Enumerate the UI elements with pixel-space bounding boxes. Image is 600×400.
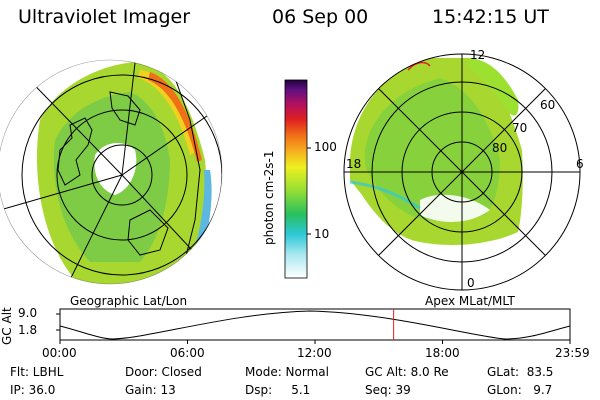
status-glat: GLat: 83.5 — [487, 365, 554, 379]
instrument-title: Ultraviolet Imager — [18, 6, 191, 28]
apex-caption: Apex MLat/MLT — [425, 294, 515, 308]
status-seq: Seq: 39 — [365, 383, 411, 397]
altitude-ytick-low: 1.8 — [18, 323, 38, 337]
status-gain: Gain: 13 — [125, 383, 176, 397]
xtick-0600: 06:00 — [170, 346, 205, 360]
status-gc-alt: GC Alt: 8.0 Re — [365, 365, 449, 379]
altitude-ytick-high: 9.0 — [18, 306, 38, 320]
altitude-plot-frame — [59, 308, 571, 341]
apex-polar-plot — [343, 53, 581, 291]
mlat-label-70: 70 — [512, 121, 528, 135]
status-ip: IP: 36.0 — [10, 383, 56, 397]
geographic-map — [0, 60, 222, 284]
mlat-label-60: 60 — [540, 98, 556, 112]
status-mode: Mode: Normal — [245, 365, 329, 379]
colorbar-unit-label: photon cm-2s-1 — [262, 150, 276, 246]
colorbar-tick-10: 10 — [314, 227, 330, 241]
status-door: Door: Closed — [125, 365, 202, 379]
status-glon: GLon: 9.7 — [487, 383, 553, 397]
xtick-2359: 23:59 — [555, 346, 590, 360]
mlat-label-80: 80 — [492, 141, 508, 155]
geo-caption: Geographic Lat/Lon — [70, 294, 188, 308]
status-dsp: Dsp: 5.1 — [245, 383, 311, 397]
mlt-label-12: 12 — [470, 48, 486, 62]
time-label: 15:42:15 UT — [432, 6, 549, 28]
altitude-curve — [59, 310, 571, 340]
mlt-label-18: 18 — [346, 157, 362, 171]
colorbar-tick-100: 100 — [314, 140, 337, 154]
xtick-1200: 12:00 — [297, 346, 332, 360]
altitude-ylabel: GC Alt — [0, 307, 14, 345]
mlt-label-0: 0 — [467, 276, 475, 290]
mlt-label-6: 6 — [576, 157, 584, 171]
date-label: 06 Sep 00 — [272, 6, 369, 28]
xtick-0000: 00:00 — [42, 346, 77, 360]
colorbar — [284, 79, 308, 279]
status-flt: Flt: LBHL — [10, 365, 64, 379]
xtick-1800: 18:00 — [425, 346, 460, 360]
